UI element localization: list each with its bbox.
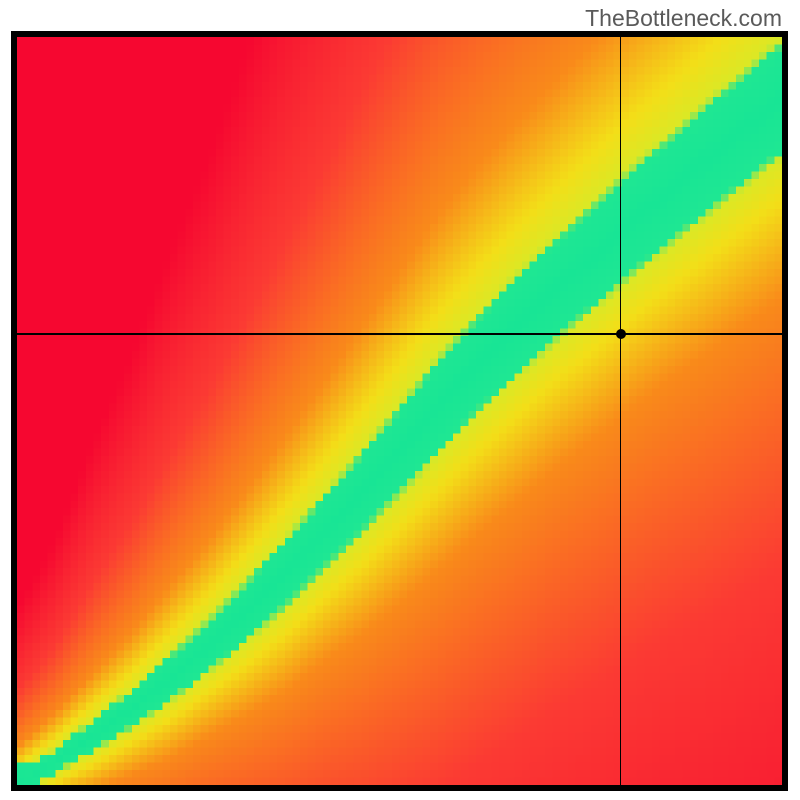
crosshair-horizontal [17, 333, 782, 334]
plot-area [17, 37, 782, 785]
heatmap-canvas [17, 37, 782, 785]
crosshair-dot [616, 329, 626, 339]
watermark-text: TheBottleneck.com [585, 5, 782, 32]
crosshair-vertical [620, 37, 621, 785]
chart-container: { "type": "heatmap-correlation", "waterm… [0, 0, 800, 800]
